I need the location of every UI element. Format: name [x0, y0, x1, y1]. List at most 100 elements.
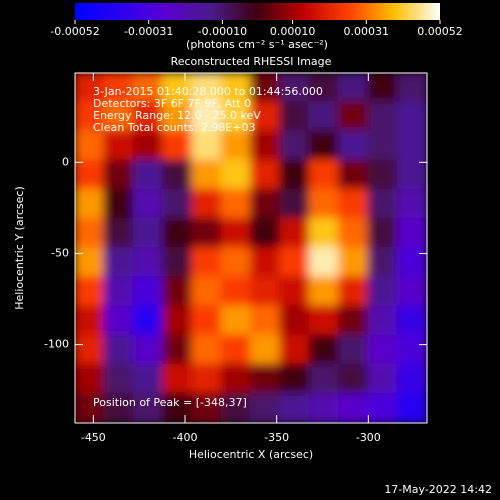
heatmap-cell — [250, 363, 282, 395]
heatmap-cell — [250, 276, 282, 308]
heatmap-cell — [279, 363, 311, 395]
heatmap-cell — [132, 334, 164, 366]
heatmap-cell — [103, 73, 135, 104]
colorbar-label: (photons cm⁻² s⁻¹ asec⁻²) — [186, 38, 328, 51]
y-tick-label: -100 — [44, 338, 69, 351]
heatmap-cell — [162, 73, 194, 104]
heatmap-cell — [279, 130, 311, 162]
chart-title: Reconstructed RHESSI Image — [171, 55, 332, 68]
x-tick-label: -450 — [81, 431, 106, 444]
heatmap-cell — [75, 159, 106, 191]
heatmap-cell — [396, 334, 427, 366]
peak-label: Position of Peak = [-348,37] — [93, 396, 247, 409]
heatmap-cell — [338, 159, 370, 191]
heatmap-cell — [396, 159, 427, 191]
heatmap-cell — [162, 159, 194, 191]
heatmap-cell — [396, 363, 427, 395]
heatmap-cell — [162, 305, 194, 337]
heatmap-cell — [75, 130, 106, 162]
heatmap-cell — [308, 130, 340, 162]
heatmap-cell — [191, 363, 223, 395]
heatmap-cell — [220, 247, 252, 279]
heatmap-cell — [338, 305, 370, 337]
heatmap-cell — [308, 73, 340, 104]
heatmap-cell — [162, 247, 194, 279]
heatmap-cell — [250, 217, 282, 249]
heatmap-cell — [279, 159, 311, 191]
heatmap-cell — [191, 101, 223, 133]
heatmap-cell — [279, 276, 311, 308]
heatmap-cell — [191, 305, 223, 337]
colorbar-tick-label: -0.00052 — [50, 25, 99, 38]
heatmap-cell — [75, 392, 106, 423]
heatmap-cell — [279, 73, 311, 104]
heatmap-cell — [132, 73, 164, 104]
heatmap-cell — [191, 247, 223, 279]
heatmap-cell — [103, 305, 135, 337]
heatmap-cell — [396, 73, 427, 104]
heatmap-cell — [75, 247, 106, 279]
heatmap-cell — [250, 101, 282, 133]
heatmap-cell — [367, 247, 399, 279]
heatmap-cell — [367, 101, 399, 133]
heatmap-cell — [162, 276, 194, 308]
heatmap-cell — [250, 305, 282, 337]
heatmap-cell — [75, 188, 106, 220]
heatmap-cell — [396, 130, 427, 162]
heatmap-cell — [132, 130, 164, 162]
heatmap-cell — [132, 188, 164, 220]
heatmap-cell — [103, 101, 135, 133]
heatmap-cell — [103, 188, 135, 220]
heatmap-cell — [162, 101, 194, 133]
heatmap-cell — [279, 305, 311, 337]
heatmap-cell — [250, 392, 282, 423]
heatmap-cell — [191, 392, 223, 423]
heatmap-cell — [367, 276, 399, 308]
heatmap-cell — [75, 101, 106, 133]
heatmap-cell — [75, 305, 106, 337]
heatmap-cell — [338, 334, 370, 366]
heatmap-cell — [250, 130, 282, 162]
x-tick-label: -350 — [264, 431, 289, 444]
heatmap-cell — [103, 247, 135, 279]
heatmap-cell — [338, 188, 370, 220]
heatmap-cell — [396, 217, 427, 249]
x-tick-label: -400 — [173, 431, 198, 444]
heatmap-cell — [132, 217, 164, 249]
heatmap-cell — [396, 392, 427, 423]
heatmap-cell — [367, 363, 399, 395]
heatmap-cell — [132, 363, 164, 395]
heatmap-cell — [308, 276, 340, 308]
heatmap-cell — [308, 247, 340, 279]
heatmap-cell — [220, 276, 252, 308]
heatmap-cell — [367, 159, 399, 191]
heatmap-cell — [132, 392, 164, 423]
heatmap-cell — [250, 159, 282, 191]
plot-frame — [74, 72, 428, 424]
heatmap-cell — [132, 276, 164, 308]
heatmap-cell — [220, 130, 252, 162]
heatmap-cell — [338, 363, 370, 395]
heatmap-cell — [191, 130, 223, 162]
heatmap-cell — [220, 159, 252, 191]
heatmap-cell — [191, 334, 223, 366]
heatmap-cell — [279, 101, 311, 133]
heatmap-cell — [162, 188, 194, 220]
heatmap-cell — [338, 392, 370, 423]
heatmap-cell — [75, 73, 106, 104]
y-tick-label: 0 — [62, 155, 69, 168]
heatmap-cell — [75, 217, 106, 249]
heatmap-cell — [220, 392, 252, 423]
colorbar — [75, 3, 440, 20]
annotation: Energy Range: 12.0 - 25.0 keV — [93, 109, 261, 122]
heatmap-cell — [103, 130, 135, 162]
heatmap-cell — [308, 159, 340, 191]
heatmap-cell — [367, 305, 399, 337]
heatmap-cell — [220, 305, 252, 337]
heatmap-cell — [162, 392, 194, 423]
heatmap-cell — [250, 247, 282, 279]
heatmap-cell — [367, 217, 399, 249]
colorbar-tick-label: 0.00031 — [344, 25, 390, 38]
heatmap-cell — [191, 276, 223, 308]
heatmap-cell — [396, 276, 427, 308]
